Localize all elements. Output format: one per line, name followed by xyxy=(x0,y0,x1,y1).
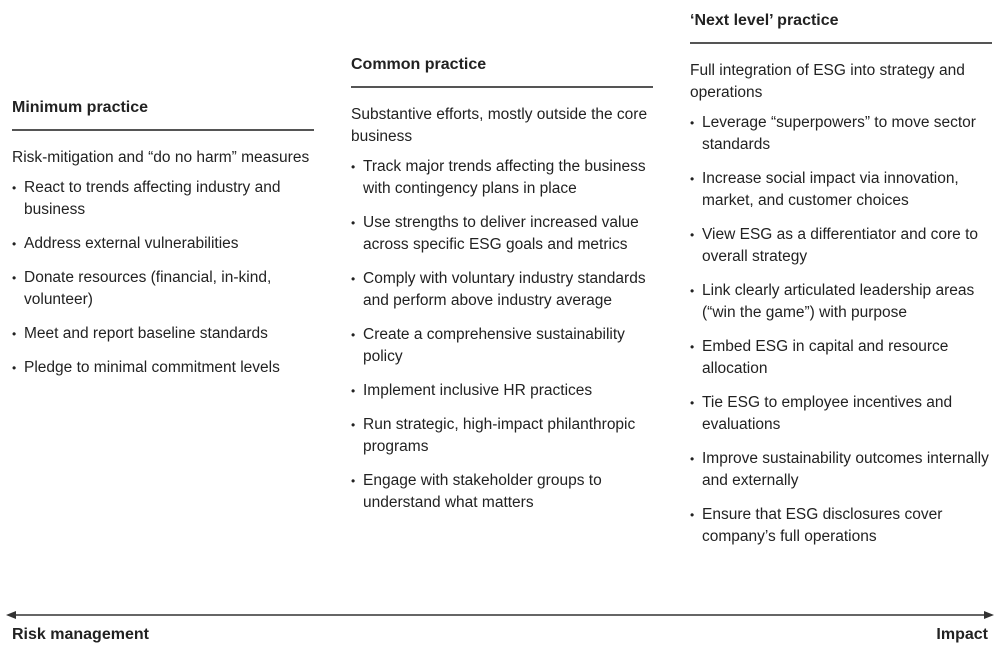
column: Minimum practice Risk-mitigation and “do … xyxy=(12,97,314,391)
bullet-item: Implement inclusive HR practices xyxy=(351,380,653,402)
column-heading: Common practice xyxy=(351,54,653,88)
column-heading: Minimum practice xyxy=(12,97,314,131)
bullet-item: Ensure that ESG disclosures cover compan… xyxy=(690,504,992,548)
bullet-list: React to trends affecting industry and b… xyxy=(12,177,314,379)
bullet-list: Track major trends affecting the busines… xyxy=(351,156,653,514)
bullet-item: Engage with stakeholder groups to unders… xyxy=(351,470,653,514)
column-summary: Full integration of ESG into strategy an… xyxy=(690,62,965,101)
bullet-item: Tie ESG to employee incentives and evalu… xyxy=(690,392,992,436)
bullet-item: Leverage “superpowers” to move sector st… xyxy=(690,112,992,156)
bullet-item: Embed ESG in capital and resource alloca… xyxy=(690,336,992,380)
bullet-item: React to trends affecting industry and b… xyxy=(12,177,314,221)
axis-right-label: Impact xyxy=(936,626,988,643)
bullet-list: Leverage “superpowers” to move sector st… xyxy=(690,112,992,548)
axis-left-label: Risk management xyxy=(12,626,149,643)
bullet-item: Use strengths to deliver increased value… xyxy=(351,212,653,256)
bullet-item: Create a comprehensive sustainability po… xyxy=(351,324,653,368)
column-heading: ‘Next level’ practice xyxy=(690,10,992,44)
column: Common practice Substantive efforts, most… xyxy=(351,54,653,526)
bullet-item: View ESG as a differentiator and core to… xyxy=(690,224,992,268)
bullet-item: Address external vulnerabilities xyxy=(12,233,314,255)
bullet-item: Track major trends affecting the busines… xyxy=(351,156,653,200)
bullet-item: Improve sustainability outcomes internal… xyxy=(690,448,992,492)
column: ‘Next level’ practice Full integration of… xyxy=(690,10,992,560)
bullet-item: Run strategic, high-impact philanthropic… xyxy=(351,414,653,458)
bullet-item: Meet and report baseline standards xyxy=(12,323,314,345)
bullet-item: Increase social impact via innovation, m… xyxy=(690,168,992,212)
bullet-item: Pledge to minimal commitment levels xyxy=(12,357,314,379)
bullet-item: Comply with voluntary industry standards… xyxy=(351,268,653,312)
axis-arrow xyxy=(6,611,994,619)
bullet-item: Link clearly articulated leadership area… xyxy=(690,280,992,324)
bullet-item: Donate resources (financial, in-kind, vo… xyxy=(12,267,314,311)
column-summary: Risk-mitigation and “do no harm” measure… xyxy=(12,149,310,166)
column-summary: Substantive efforts, mostly outside the … xyxy=(351,106,648,145)
